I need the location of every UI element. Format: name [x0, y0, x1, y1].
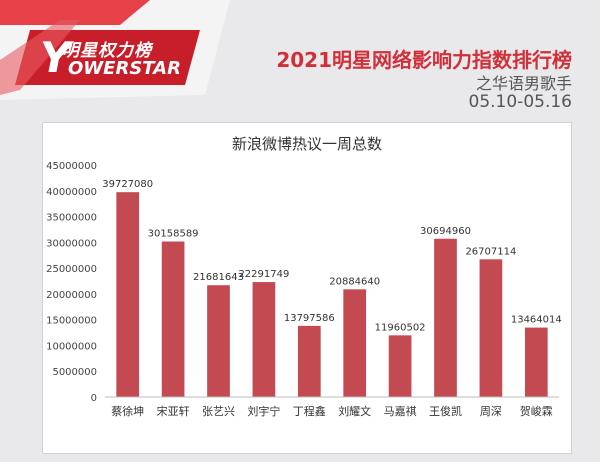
bars [116, 192, 548, 397]
data-label: 20884640 [329, 276, 380, 287]
bar [297, 325, 321, 397]
x-tick-label: 蔡徐坤 [111, 404, 144, 418]
bar [343, 289, 367, 397]
x-tick-label: 张艺兴 [202, 405, 235, 418]
bar [434, 238, 457, 397]
x-tick-label: 宋亚轩 [157, 404, 190, 418]
logo-banner [0, 0, 230, 100]
bar [479, 259, 503, 397]
y-tick-label: 35000000 [46, 213, 97, 224]
chart-title: 新浪微博热议一周总数 [232, 135, 382, 153]
bar-chart: 新浪微博热议一周总数 0 5000000 10000000 15000000 20000… [46, 135, 562, 418]
x-axis: 蔡徐坤 宋亚轩 张艺兴 刘宇宁 丁程鑫 刘耀文 马嘉祺 王俊凯 周深 贺峻霖 [105, 396, 559, 418]
page-title: 2021明星网络影响力指数排行榜 [276, 48, 572, 72]
x-tick-label: 王俊凯 [429, 404, 462, 418]
x-tick-label: 马嘉祺 [384, 404, 417, 418]
data-label: 26707114 [465, 246, 516, 257]
data-label: 30158589 [148, 229, 199, 240]
data-label: 22291749 [238, 269, 289, 280]
chart-card: 新浪微博热议一周总数 0 5000000 10000000 15000000 20000… [42, 122, 572, 454]
data-label: 21681643 [193, 272, 244, 283]
bar [252, 282, 276, 397]
y-tick-label: 5000000 [52, 367, 97, 378]
data-label: 13797586 [284, 313, 335, 324]
x-tick-label: 丁程鑫 [293, 404, 326, 418]
bar [116, 192, 140, 397]
bar [161, 241, 185, 397]
data-label: 39727080 [102, 179, 153, 190]
y-tick-label: 25000000 [46, 264, 97, 275]
data-label: 11960502 [375, 322, 426, 333]
logo-initial: Y [40, 33, 71, 82]
y-tick-label: 10000000 [46, 341, 97, 352]
logo-brand: 明星权力榜 [62, 41, 152, 61]
x-tick-label: 刘耀文 [338, 404, 371, 418]
y-tick-label: 20000000 [46, 290, 97, 301]
y-tick-label: 15000000 [46, 316, 97, 327]
x-tick-label: 周深 [480, 405, 502, 418]
bar [388, 335, 412, 397]
header: Y 明星权力榜 OWERSTAR 2021明星网络影响力指数排行榜 之华语男歌手… [0, 0, 600, 120]
y-tick-label: 0 [91, 393, 97, 404]
data-label: 13464014 [511, 315, 562, 326]
y-axis: 0 5000000 10000000 15000000 20000000 25000000… [46, 161, 97, 404]
page-subtitle: 之华语男歌手 [475, 74, 572, 93]
logo-wordmark: OWERSTAR [68, 58, 181, 79]
y-tick-label: 30000000 [46, 238, 97, 249]
bar [207, 285, 230, 397]
data-label: 30694960 [420, 226, 471, 237]
x-tick-label: 贺峻霖 [520, 404, 553, 418]
date-range: 05.10-05.16 [468, 92, 572, 112]
x-tick-label: 刘宇宁 [247, 404, 280, 418]
bar [524, 327, 548, 397]
y-tick-label: 45000000 [46, 161, 97, 172]
y-tick-label: 40000000 [46, 187, 97, 198]
